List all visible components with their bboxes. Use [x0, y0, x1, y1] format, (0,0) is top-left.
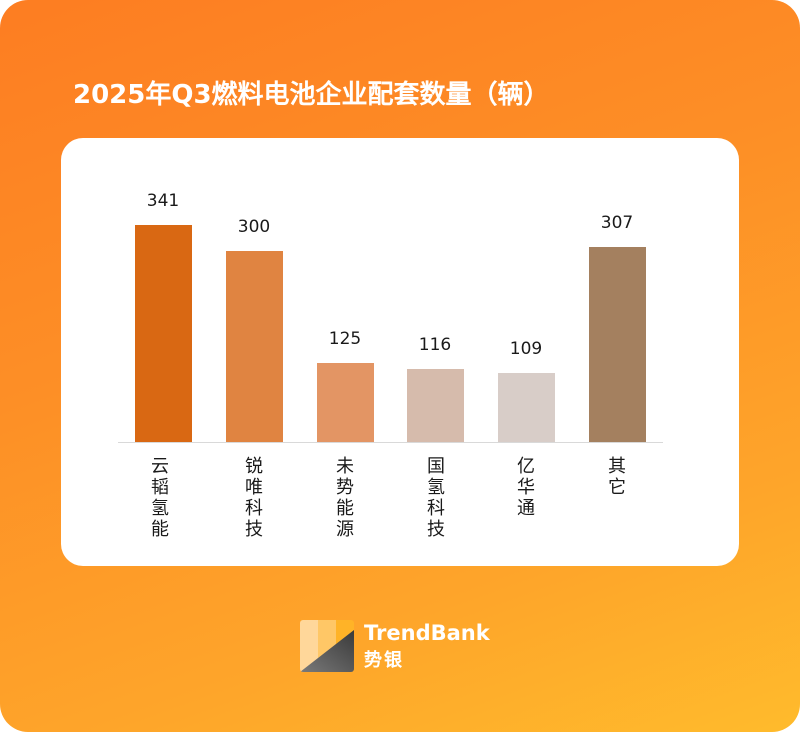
category-label: 其它: [608, 456, 626, 498]
bar-yihuatong: [498, 373, 555, 442]
category-label: 国氢科技: [427, 456, 445, 540]
value-label: 307: [600, 213, 634, 233]
x-axis-line: [118, 442, 663, 443]
bar-ruiwei: [226, 251, 283, 442]
category-label: 云韬氢能: [151, 456, 169, 540]
value-label: 341: [146, 191, 180, 211]
bar-guoqing: [407, 369, 464, 442]
value-label: 300: [237, 217, 271, 237]
value-label: 116: [418, 335, 452, 355]
trendbank-logo-icon: [300, 620, 354, 672]
category-label: 锐唯科技: [245, 456, 263, 540]
bar-weishi: [317, 363, 374, 442]
value-label: 125: [328, 329, 362, 349]
brand-name: TrendBank: [364, 621, 490, 645]
brand-name-cn: 势银: [364, 650, 404, 671]
value-label: 109: [509, 339, 543, 359]
chart-title: 2025年Q3燃料电池企业配套数量（辆）: [73, 80, 550, 110]
bar-yuntao: [135, 225, 192, 442]
category-label: 未势能源: [336, 456, 354, 540]
bar-other: [589, 247, 646, 442]
category-label: 亿华通: [517, 456, 535, 519]
